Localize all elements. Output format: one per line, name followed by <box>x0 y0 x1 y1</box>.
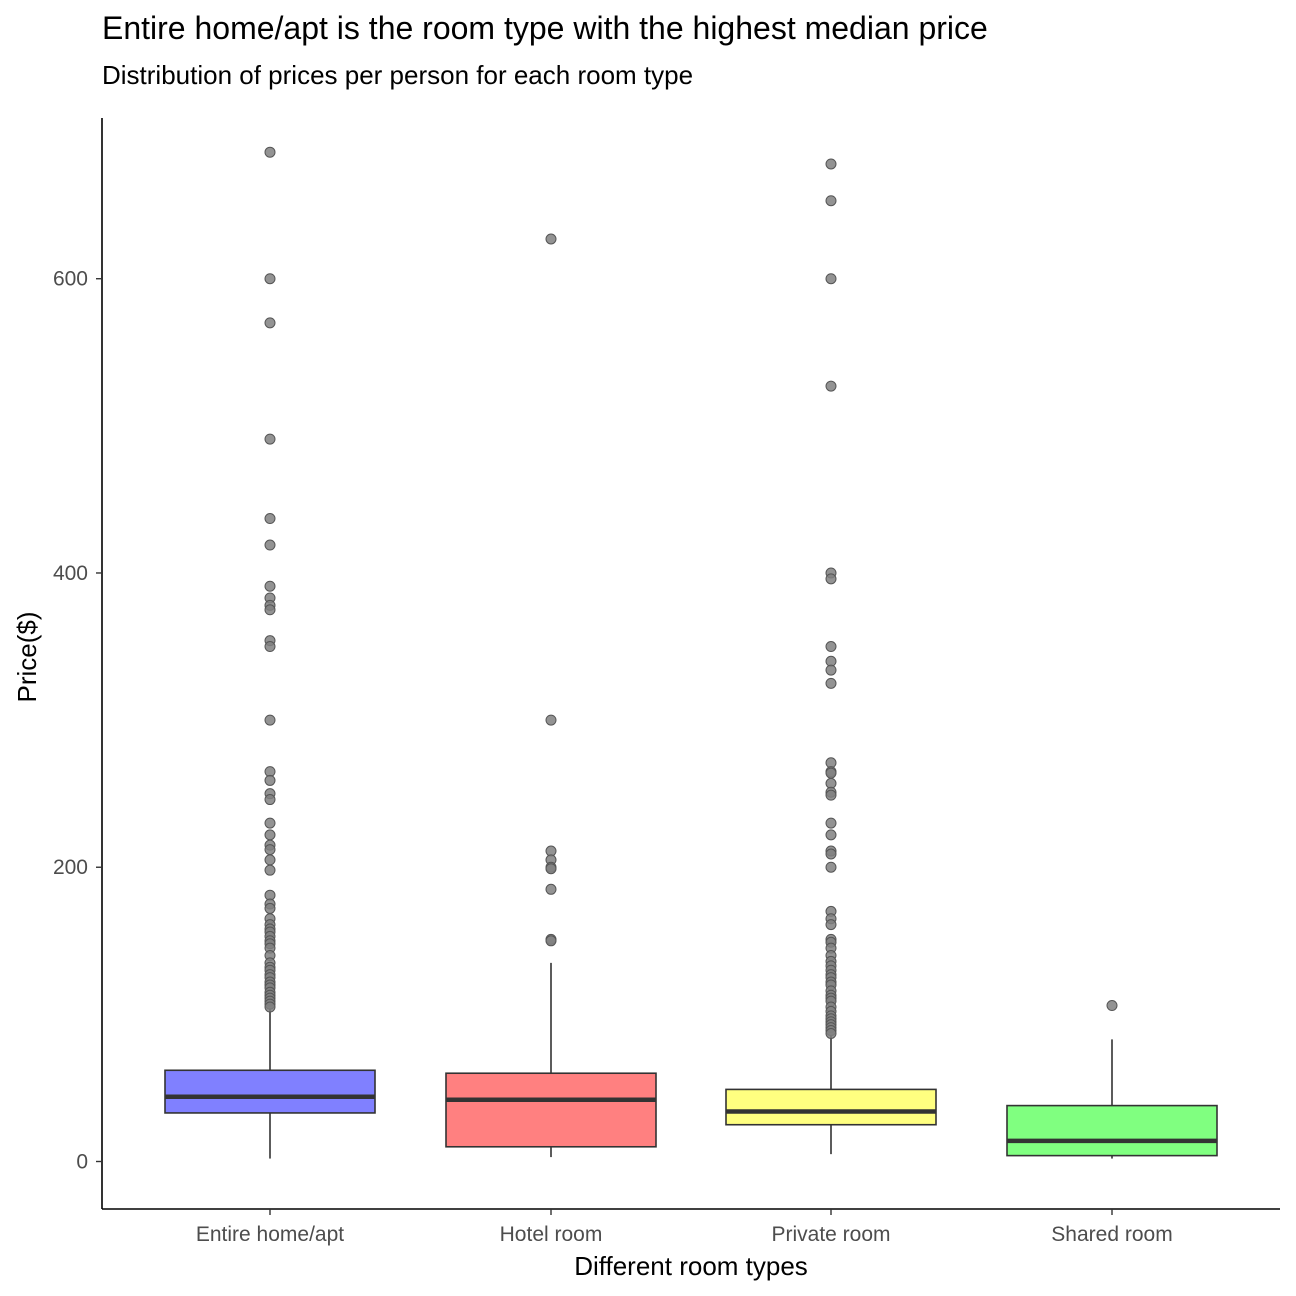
outlier-point <box>264 829 276 841</box>
outlier-point <box>825 195 837 207</box>
outlier-point <box>264 854 276 866</box>
outlier-point <box>825 767 837 779</box>
y-tick-label: 600 <box>53 268 88 291</box>
outlier-point <box>825 829 837 841</box>
chart-subtitle: Distribution of prices per person for ea… <box>102 60 694 90</box>
x-tick-label: Hotel room <box>500 1223 603 1246</box>
outlier-point <box>1106 1000 1118 1012</box>
outlier-point <box>545 883 557 895</box>
outlier-point <box>264 641 276 653</box>
y-tick-label: 200 <box>53 856 88 879</box>
outlier-point <box>264 273 276 285</box>
outlier-point <box>545 935 557 947</box>
outlier-point <box>825 573 837 585</box>
x-tick-label: Private room <box>771 1223 890 1246</box>
outlier-point <box>825 677 837 689</box>
outlier-point <box>825 1027 837 1039</box>
outlier-point <box>264 864 276 876</box>
outlier-point <box>264 817 276 829</box>
iqr-box <box>1006 1104 1218 1157</box>
outlier-point <box>825 848 837 860</box>
iqr-box <box>725 1088 937 1126</box>
outlier-point <box>264 146 276 158</box>
outlier-point <box>825 641 837 653</box>
outlier-point <box>545 863 557 875</box>
iqr-box <box>445 1072 657 1148</box>
y-tick-label: 400 <box>53 562 88 585</box>
outlier-point <box>825 919 837 931</box>
outlier-point <box>264 433 276 445</box>
outlier-point <box>825 789 837 801</box>
outlier-point <box>264 317 276 329</box>
axes: 0 200 400 600 Entire home/apt Hotel room Priva… <box>53 268 1173 1246</box>
outlier-point <box>264 539 276 551</box>
outlier-point <box>825 380 837 392</box>
outlier-point <box>264 1001 276 1013</box>
outlier-point <box>825 664 837 676</box>
outlier-point <box>264 580 276 592</box>
x-tick-label: Shared room <box>1051 1223 1172 1246</box>
y-axis-title: Price($) <box>12 611 42 702</box>
outlier-point <box>264 902 276 914</box>
outlier-point <box>825 273 837 285</box>
outlier-point <box>545 714 557 726</box>
outlier-point <box>264 604 276 616</box>
plot-area <box>164 146 1218 1159</box>
outlier-point <box>264 844 276 856</box>
chart-title: Entire home/apt is the room type with th… <box>102 10 988 46</box>
iqr-box <box>164 1069 376 1114</box>
outlier-point <box>825 158 837 170</box>
outlier-point <box>545 233 557 245</box>
x-axis-title: Different room types <box>574 1251 808 1281</box>
outlier-point <box>264 774 276 786</box>
y-tick-label: 0 <box>76 1151 88 1174</box>
outlier-point <box>825 861 837 873</box>
outlier-point <box>825 817 837 829</box>
outlier-point <box>264 513 276 525</box>
outlier-point <box>264 794 276 806</box>
outlier-point <box>264 714 276 726</box>
x-tick-label: Entire home/apt <box>196 1223 344 1246</box>
